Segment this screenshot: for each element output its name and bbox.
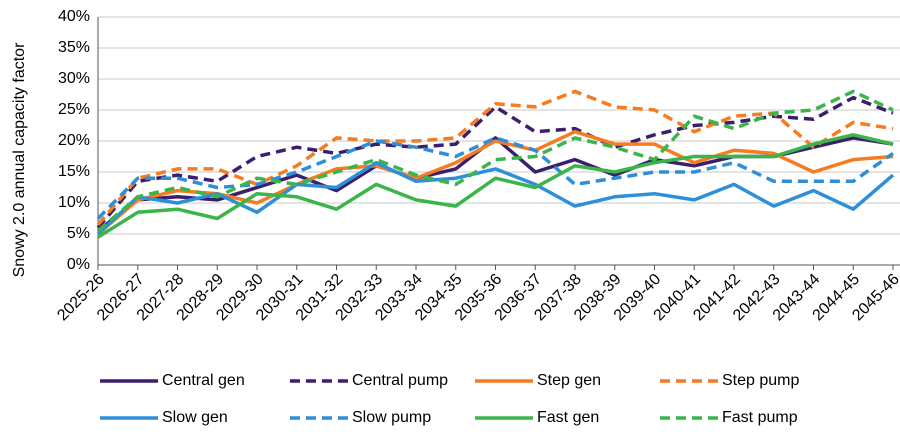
legend-label: Slow gen xyxy=(162,409,228,426)
legend-label: Fast pump xyxy=(722,409,798,426)
legend-label: Central pump xyxy=(352,372,448,389)
series-line xyxy=(96,95,894,229)
legend-label: Slow pump xyxy=(352,409,431,426)
series-line xyxy=(97,133,894,239)
y-tick-label: 5% xyxy=(67,225,90,242)
legend-label: Central gen xyxy=(162,372,245,389)
y-tick-label: 40% xyxy=(58,8,90,25)
y-tick-label: 10% xyxy=(58,194,90,211)
legend-label: Step pump xyxy=(722,372,799,389)
y-tick-label: 20% xyxy=(58,132,90,149)
y-tick-label: 0% xyxy=(67,256,90,273)
y-tick-label: 25% xyxy=(58,101,90,118)
legend-label: Step gen xyxy=(537,372,601,389)
y-tick-label: 15% xyxy=(58,163,90,180)
y-tick-label: 30% xyxy=(58,70,90,87)
series-line xyxy=(96,136,895,220)
series-line xyxy=(96,129,894,236)
series-line xyxy=(96,89,894,233)
legend-label: Fast gen xyxy=(537,409,599,426)
series-line xyxy=(96,89,894,226)
y-tick-label: 35% xyxy=(58,39,90,56)
y-axis-title: Snowy 2.0 annual capacity factor xyxy=(11,42,28,277)
series-line xyxy=(96,160,895,236)
